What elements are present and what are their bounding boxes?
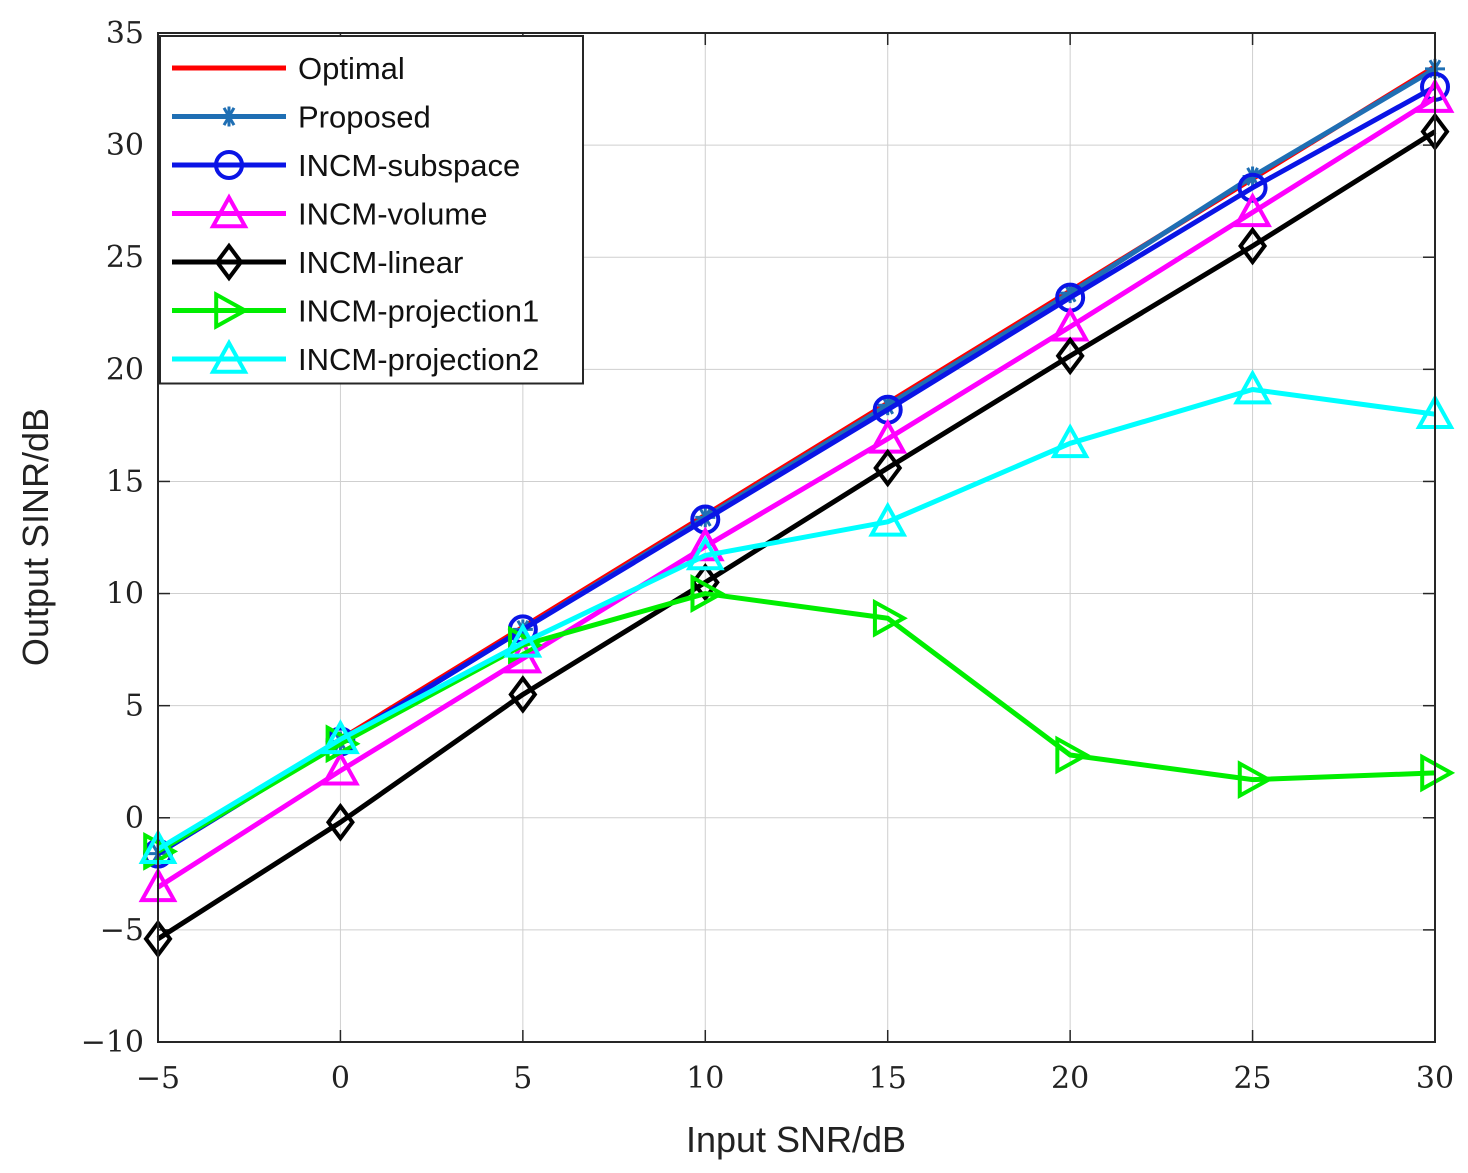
legend-label-proposed: Proposed [298,100,431,135]
x-tick-label: −5 [136,1061,180,1096]
data-point-incm-subspace [1237,172,1268,203]
legend-marker-proposed [219,106,239,127]
y-tick-label: −5 [100,913,144,948]
data-point-incm-linear [690,563,720,602]
y-tick-label: 20 [106,352,144,387]
data-point-incm-projection1 [1420,753,1456,793]
series-line-incm-projection2 [156,387,1436,852]
series-line-incm-projection1 [156,591,1436,854]
y-axis-label: Output SINR/dB [15,408,56,666]
y-tick-label: 35 [106,16,144,51]
data-point-incm-volume [1233,192,1272,228]
data-point-incm-projection2 [868,501,908,537]
y-tick-label: −10 [81,1025,144,1060]
legend-label-incm-subspace: INCM-subspace [298,148,520,183]
data-point-incm-projection2 [1233,369,1272,405]
legend-marker-incm-subspace [214,150,244,180]
series-layer [138,58,1456,959]
y-tick-label: 5 [125,689,144,724]
legend-marker-incm-projection1 [214,291,250,330]
data-point-incm-projection2 [321,719,360,755]
y-tick-label: 15 [106,464,144,499]
data-point-incm-linear [325,802,355,842]
legend-item-incm-projection1: INCM-projection1 [172,291,539,330]
data-point-incm-linear [1238,226,1268,266]
legend-marker-incm-projection2 [209,338,249,374]
data-point-incm-linear [1055,336,1085,376]
legend-item-incm-projection2: INCM-projection2 [172,338,539,377]
data-point-incm-projection1 [690,574,726,613]
series-line-incm-volume [156,95,1437,890]
legend-item-optimal: Optimal [172,51,405,86]
y-tick-label: 30 [106,128,144,163]
x-tick-label: 20 [1051,1061,1089,1096]
legend-marker-incm-linear [214,242,244,282]
legend-item-proposed: Proposed [172,100,431,135]
data-point-incm-projection2 [1050,423,1090,459]
data-point-incm-projection1 [1055,735,1091,775]
series-incm-linear [143,112,1450,959]
data-point-incm-linear [508,675,538,714]
legend-label-incm-volume: INCM-volume [298,197,487,232]
plot-area-frame [157,32,1436,1043]
data-point-incm-projection1 [143,832,179,871]
legend: Optimal Proposed INCM-subspace INCM-volume I… [159,35,584,385]
data-point-incm-linear [873,448,903,488]
legend-item-incm-volume: INCM-volume [172,193,487,232]
legend-item-incm-linear: INCM-linear [172,242,463,282]
data-point-incm-projection1 [872,598,908,638]
legend-label-incm-linear: INCM-linear [298,245,463,280]
x-tick-label: 5 [513,1061,532,1096]
legend-label-incm-projection2: INCM-projection2 [298,342,539,377]
x-tick-label: 15 [869,1061,907,1096]
data-point-incm-projection2 [685,535,725,571]
series-incm-projection2 [138,369,1455,864]
x-tick-label: 0 [331,1061,350,1096]
legend-box [159,35,584,385]
y-tick-label: 0 [125,801,144,836]
legend-marker-incm-volume [209,193,249,229]
data-point-incm-projection2 [503,622,543,658]
data-point-incm-projection1 [508,625,543,665]
legend-item-incm-subspace: INCM-subspace [172,148,520,183]
data-point-incm-volume [685,526,725,562]
data-point-incm-projection1 [1237,760,1273,800]
y-tick-label: 10 [106,577,144,612]
x-axis-label: Input SNR/dB [686,1119,906,1160]
x-tick-label: 30 [1416,1061,1454,1096]
data-point-incm-volume [321,750,360,786]
legend-label-optimal: Optimal [298,51,405,86]
series-line-incm-linear [156,129,1437,941]
x-tick-label: 10 [686,1061,724,1096]
legend-label-incm-projection1: INCM-projection1 [298,294,539,329]
y-tick-label: 25 [106,240,144,275]
x-tick-label: 25 [1233,1061,1271,1096]
